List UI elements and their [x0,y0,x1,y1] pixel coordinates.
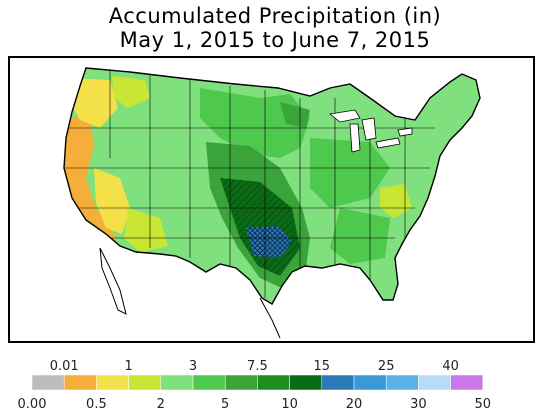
color-legend: 0.01 1 3 7.5 15 25 40 0.00 0.5 2 5 10 20 30 50 [0,352,550,413]
state-boundaries [65,70,435,298]
legend-top-labels: 0.01 1 3 7.5 15 25 40 [50,359,459,374]
legend-swatch [418,374,451,391]
legend-bottom-label: 30 [410,397,427,412]
legend-boxes [31,374,484,391]
legend-bottom-label: 5 [221,397,229,412]
legend-swatch [160,374,194,391]
map-frame [8,56,535,343]
legend-top-label: 1 [124,359,132,374]
legend-swatch [63,374,97,391]
legend-bottom-labels: 0.00 0.5 2 5 10 20 30 50 [18,397,492,412]
legend-swatch [128,374,162,391]
legend-swatch [353,374,387,391]
precipitation-fields [64,76,412,288]
legend-bottom-label: 10 [281,397,298,412]
legend-swatch [289,374,323,391]
dry-zone-great-basin [94,168,130,234]
legend-bottom-label: 20 [346,397,363,412]
light-zone-idaho [112,76,150,108]
legend-top-label: 3 [189,359,197,374]
legend-swatch [96,374,129,391]
legend-swatch [321,374,355,391]
legend-swatch [450,374,484,391]
legend-top-label: 0.01 [50,359,79,374]
legend-bottom-label: 0.00 [18,397,47,412]
legend-swatch [224,374,258,391]
legend-bottom-label: 2 [157,397,165,412]
legend-top-label: 25 [378,359,395,374]
legend-scale: 0.01 1 3 7.5 15 25 40 0.00 0.5 2 5 10 20 30 50 [18,359,492,412]
light-zone-southwest [124,208,168,252]
legend-top-label: 40 [442,359,459,374]
precipitation-map [63,67,481,339]
legend-bottom-label: 50 [475,397,492,412]
legend-swatch [192,374,226,391]
map-subtitle-date-range: May 1, 2015 to June 7, 2015 [119,28,431,52]
legend-swatch [257,374,290,391]
moist-zone-southeast [330,208,390,264]
heavy-zone-minnesota [280,102,310,128]
dry-zone-northwest [68,78,118,128]
legend-top-label: 15 [314,359,331,374]
light-zone-appalachia [380,184,412,218]
legend-top-label: 7.5 [247,359,268,374]
mexico-gulf-coast [259,297,281,339]
great-lakes [329,109,413,153]
legend-swatch [385,374,419,391]
legend-bottom-label: 0.5 [86,397,107,412]
map-title: Accumulated Precipitation (in) [108,4,442,28]
baja-coastline [99,247,127,315]
crosshatched-extreme-area [246,226,292,258]
legend-swatch [31,374,65,391]
